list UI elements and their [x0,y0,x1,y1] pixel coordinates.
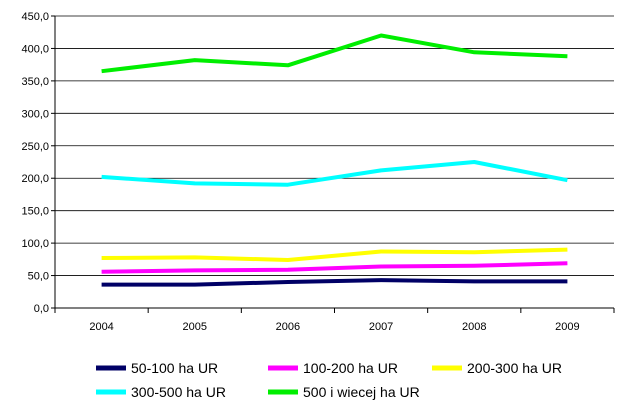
y-tick-label: 250,0 [21,141,49,153]
y-tick-label: 400,0 [21,43,49,55]
x-tick-label: 2005 [183,321,207,333]
y-tick-label: 100,0 [21,238,49,250]
series-line-2 [101,261,568,274]
x-tick-label: 2004 [89,321,113,333]
y-tick-label: 350,0 [21,76,49,88]
y-tick-label: 50,0 [28,271,49,283]
series-lines [101,33,568,287]
y-tick-label: 0,0 [34,303,49,315]
legend: 50-100 ha UR 100-200 ha UR 200-300 ha UR 30… [96,360,562,400]
y-tick-label: 300,0 [21,108,49,120]
legend-item: 100-200 ha UR [268,360,398,376]
series-line-4 [101,160,568,187]
x-tick-label: 2009 [555,321,579,333]
legend-item: 500 i wiecej ha UR [268,384,420,400]
x-tick-label: 2008 [462,321,486,333]
legend-item: 300-500 ha UR [96,384,226,400]
legend-label: 50-100 ha UR [131,360,218,376]
legend-label: 100-200 ha UR [303,360,398,376]
legend-label: 300-500 ha UR [131,384,226,400]
legend-label: 500 i wiecej ha UR [303,384,420,400]
x-tick-label: 2006 [276,321,300,333]
series-line-5 [101,33,568,74]
x-tick-label: 2007 [369,321,393,333]
y-tick-label: 200,0 [21,173,49,185]
series-line-3 [101,247,568,262]
y-tick-label: 150,0 [21,206,49,218]
legend-item: 200-300 ha UR [432,360,562,376]
axes: 0,0 50,0 100,0 150,0 200,0 250,0 300,0 350,0 400… [21,11,615,333]
y-tick-label: 450,0 [21,11,49,23]
series-line-1 [101,278,568,287]
legend-label: 200-300 ha UR [467,360,562,376]
legend-item: 50-100 ha UR [96,360,218,376]
